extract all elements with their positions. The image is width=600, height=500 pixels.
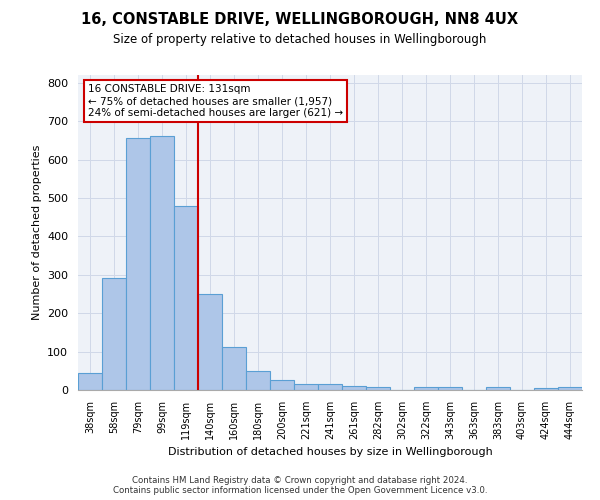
Bar	[102, 278, 126, 390]
Y-axis label: Number of detached properties: Number of detached properties	[32, 145, 41, 320]
Bar	[414, 388, 438, 390]
Bar	[318, 384, 342, 390]
Bar	[438, 387, 462, 390]
Text: Size of property relative to detached houses in Wellingborough: Size of property relative to detached ho…	[113, 32, 487, 46]
Bar	[150, 136, 174, 390]
Bar	[534, 388, 558, 390]
Bar	[78, 372, 102, 390]
Bar	[198, 294, 222, 390]
Text: 16, CONSTABLE DRIVE, WELLINGBOROUGH, NN8 4UX: 16, CONSTABLE DRIVE, WELLINGBOROUGH, NN8…	[82, 12, 518, 28]
Text: 16 CONSTABLE DRIVE: 131sqm
← 75% of detached houses are smaller (1,957)
24% of s: 16 CONSTABLE DRIVE: 131sqm ← 75% of deta…	[88, 84, 343, 117]
Text: Contains HM Land Registry data © Crown copyright and database right 2024.
Contai: Contains HM Land Registry data © Crown c…	[113, 476, 487, 495]
X-axis label: Distribution of detached houses by size in Wellingborough: Distribution of detached houses by size …	[167, 448, 493, 458]
Bar	[174, 206, 198, 390]
Bar	[342, 386, 366, 390]
Bar	[558, 387, 582, 390]
Bar	[270, 380, 294, 390]
Bar	[366, 388, 390, 390]
Bar	[246, 371, 270, 390]
Bar	[486, 387, 510, 390]
Bar	[222, 346, 246, 390]
Bar	[294, 384, 318, 390]
Bar	[126, 138, 150, 390]
